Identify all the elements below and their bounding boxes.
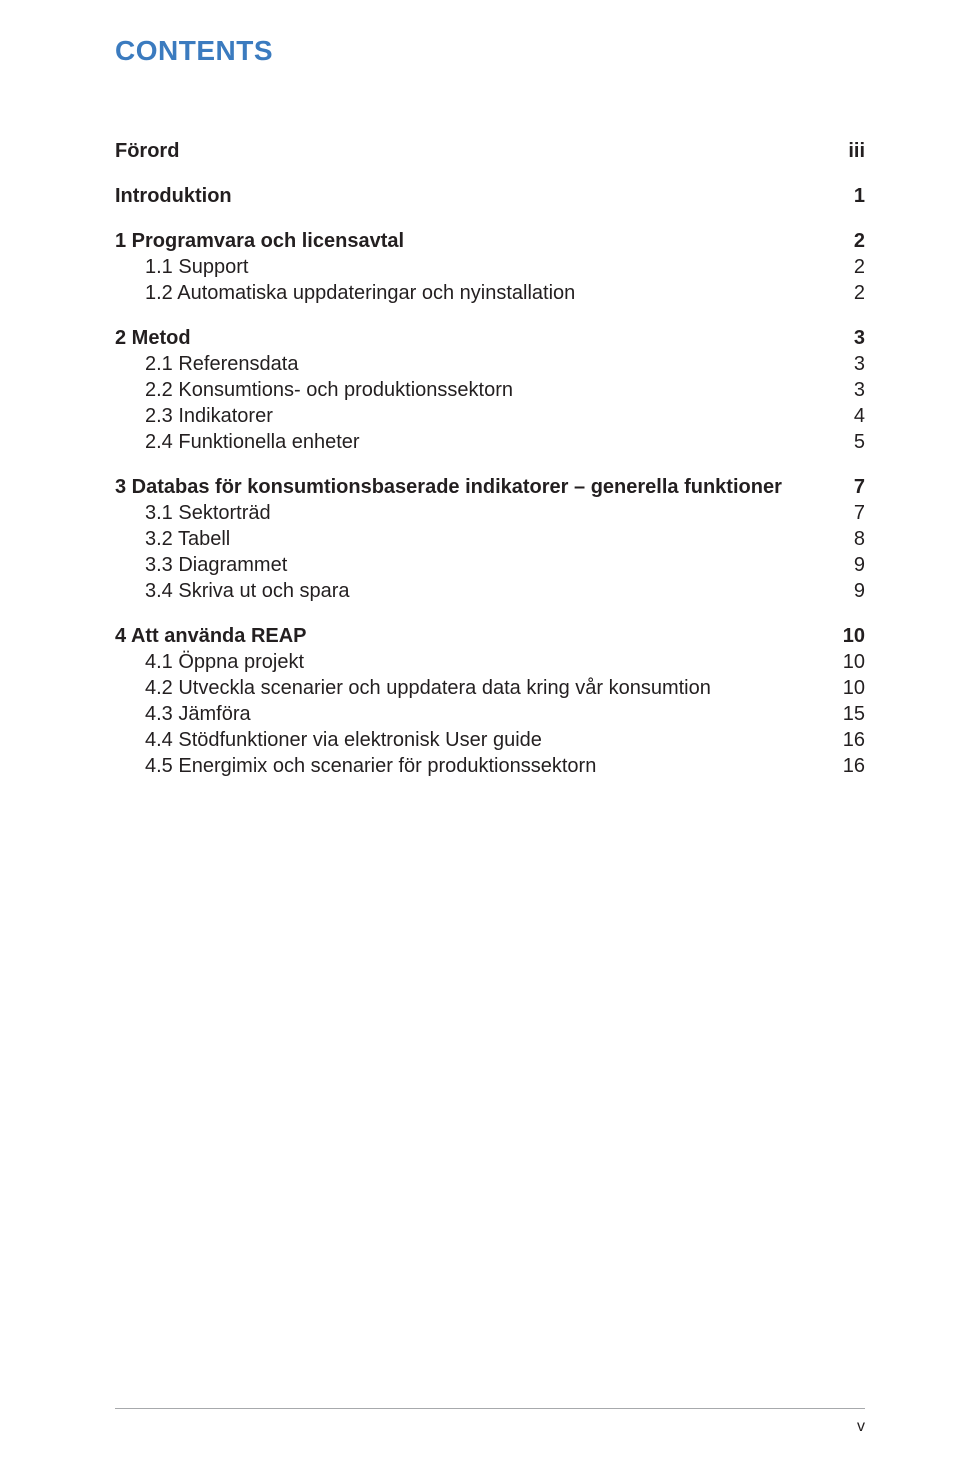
toc-page: 5 [835, 430, 865, 455]
toc-heading: 1 Programvara och licensavtal 2 [115, 229, 865, 254]
toc-group: 2 Metod 3 2.1 Referensdata 3 2.2 Konsumt… [115, 326, 865, 455]
toc-heading: Introduktion 1 [115, 184, 865, 209]
toc-page: 15 [835, 702, 865, 727]
toc-page: 10 [835, 676, 865, 701]
toc-label: 3.3 Diagrammet [145, 553, 835, 578]
toc-item: 2.1 Referensdata 3 [145, 352, 865, 377]
toc-heading: 3 Databas för konsumtionsbaserade indika… [115, 475, 865, 500]
toc-page: 9 [835, 579, 865, 604]
toc-page: 8 [835, 527, 865, 552]
contents-title: CONTENTS [115, 35, 865, 67]
toc-page: iii [835, 139, 865, 164]
toc-item: 2.2 Konsumtions- och produktionssektorn … [145, 378, 865, 403]
toc-page: 1 [835, 184, 865, 209]
toc-page: 7 [835, 475, 865, 500]
toc-subitems: 3.1 Sektorträd 7 3.2 Tabell 8 3.3 Diagra… [115, 501, 865, 604]
toc-page: 2 [835, 255, 865, 280]
toc-label: 2 Metod [115, 326, 835, 351]
page: CONTENTS Förord iii Introduktion 1 1 Pro… [0, 0, 960, 1464]
toc-item: 3.2 Tabell 8 [145, 527, 865, 552]
toc-label: 4.5 Energimix och scenarier för produkti… [145, 754, 835, 779]
toc-label: 2.1 Referensdata [145, 352, 835, 377]
toc-label: 2.3 Indikatorer [145, 404, 835, 429]
toc-subitems: 2.1 Referensdata 3 2.2 Konsumtions- och … [115, 352, 865, 455]
toc-page: 3 [835, 378, 865, 403]
toc-label: 4 Att använda REAP [115, 624, 835, 649]
toc-item: 4.3 Jämföra 15 [145, 702, 865, 727]
toc-page: 4 [835, 404, 865, 429]
toc-label: 3.4 Skriva ut och spara [145, 579, 835, 604]
toc-page: 3 [835, 352, 865, 377]
toc-label: 4.2 Utveckla scenarier och uppdatera dat… [145, 676, 835, 701]
toc-group: Introduktion 1 [115, 184, 865, 209]
toc-heading: 4 Att använda REAP 10 [115, 624, 865, 649]
toc-label: 4.1 Öppna projekt [145, 650, 835, 675]
toc-label: 2.2 Konsumtions- och produktionssektorn [145, 378, 835, 403]
toc-page: 9 [835, 553, 865, 578]
toc-item: 4.5 Energimix och scenarier för produkti… [145, 754, 865, 779]
toc-label: 3.2 Tabell [145, 527, 835, 552]
toc-heading: Förord iii [115, 139, 865, 164]
toc-label: 1.1 Support [145, 255, 835, 280]
toc-item: 3.1 Sektorträd 7 [145, 501, 865, 526]
toc-subitems: 4.1 Öppna projekt 10 4.2 Utveckla scenar… [115, 650, 865, 779]
toc-label: Förord [115, 139, 835, 164]
toc-item: 2.3 Indikatorer 4 [145, 404, 865, 429]
toc-label: 1 Programvara och licensavtal [115, 229, 835, 254]
toc-item: 3.4 Skriva ut och spara 9 [145, 579, 865, 604]
footer-rule [115, 1408, 865, 1409]
toc-label: Introduktion [115, 184, 835, 209]
toc-page: 16 [835, 754, 865, 779]
toc-item: 3.3 Diagrammet 9 [145, 553, 865, 578]
toc-item: 2.4 Funktionella enheter 5 [145, 430, 865, 455]
toc-group: 4 Att använda REAP 10 4.1 Öppna projekt … [115, 624, 865, 779]
toc-group: 3 Databas för konsumtionsbaserade indika… [115, 475, 865, 604]
toc-item: 1.2 Automatiska uppdateringar och nyinst… [145, 281, 865, 306]
toc-page: 2 [835, 229, 865, 254]
toc-label: 3 Databas för konsumtionsbaserade indika… [115, 475, 835, 500]
toc-item: 4.2 Utveckla scenarier och uppdatera dat… [145, 676, 865, 701]
toc-item: 4.1 Öppna projekt 10 [145, 650, 865, 675]
toc-label: 1.2 Automatiska uppdateringar och nyinst… [145, 281, 835, 306]
toc-page: 10 [835, 650, 865, 675]
toc-label: 3.1 Sektorträd [145, 501, 835, 526]
toc-page: 16 [835, 728, 865, 753]
toc-page: 10 [835, 624, 865, 649]
table-of-contents: Förord iii Introduktion 1 1 Programvara … [115, 139, 865, 779]
toc-label: 4.3 Jämföra [145, 702, 835, 727]
toc-page: 3 [835, 326, 865, 351]
toc-heading: 2 Metod 3 [115, 326, 865, 351]
toc-page: 2 [835, 281, 865, 306]
toc-group: 1 Programvara och licensavtal 2 1.1 Supp… [115, 229, 865, 306]
toc-label: 2.4 Funktionella enheter [145, 430, 835, 455]
toc-label: 4.4 Stödfunktioner via elektronisk User … [145, 728, 835, 753]
toc-page: 7 [835, 501, 865, 526]
toc-group: Förord iii [115, 139, 865, 164]
toc-subitems: 1.1 Support 2 1.2 Automatiska uppdaterin… [115, 255, 865, 306]
page-number: v [857, 1418, 865, 1436]
toc-item: 4.4 Stödfunktioner via elektronisk User … [145, 728, 865, 753]
toc-item: 1.1 Support 2 [145, 255, 865, 280]
